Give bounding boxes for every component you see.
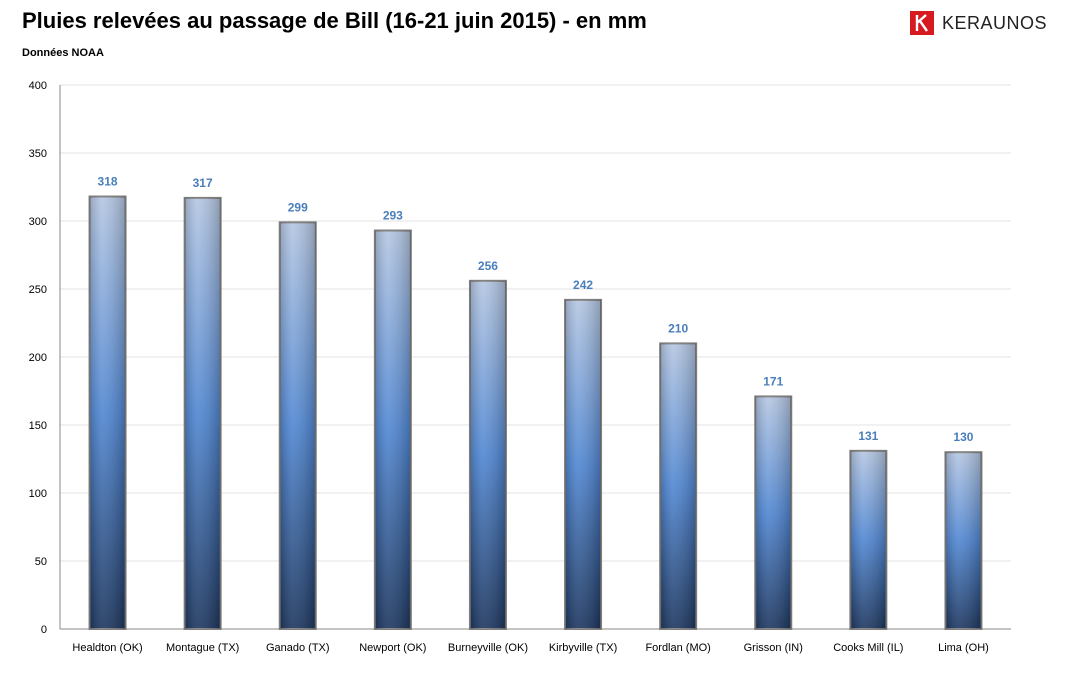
logo-text: KERAUNOS [942,12,1048,33]
y-tick-label: 0 [41,624,47,636]
y-tick-label: 250 [29,284,47,296]
data-label: 293 [383,209,403,223]
data-label: 318 [98,175,118,189]
bar-shading [945,452,982,629]
keraunos-logo: KERAUNOS [910,10,1047,36]
x-tick-label: Kirbyville (TX) [549,642,617,654]
data-label: 256 [478,259,498,273]
bar-shading [850,450,887,629]
bar-shading [89,196,126,629]
data-label: 242 [573,278,593,292]
x-tick-label: Grisson (IN) [744,642,803,654]
data-label: 210 [668,321,688,335]
x-tick-label: Burneyville (OK) [448,642,528,654]
bar-shading [374,230,411,629]
bar-shading [660,343,697,629]
labels: 0 50 100 150 200 250 300 350 400 318 Healdton (OK)… [29,80,989,654]
y-tick-label: 300 [29,216,47,228]
bar-shading [279,222,316,630]
data-label: 130 [953,430,973,444]
bar-shading [755,396,792,629]
chart-title: Pluies relevées au passage de Bill (16-2… [22,8,647,33]
data-label: 317 [193,176,213,190]
x-tick-label: Montague (TX) [166,642,239,654]
x-tick-label: Lima (OH) [938,642,989,654]
y-tick-label: 150 [29,420,47,432]
x-tick-label: Healdton (OK) [72,642,142,654]
x-tick-label: Cooks Mill (IL) [833,642,903,654]
x-tick-label: Newport (OK) [359,642,426,654]
y-tick-label: 100 [29,488,47,500]
keraunos-logo-icon [910,11,934,35]
chart-subtitle: Données NOAA [22,47,104,59]
y-tick-label: 400 [29,80,47,92]
y-tick-label: 200 [29,352,47,364]
y-tick-label: 350 [29,148,47,160]
bar-shading [184,197,221,629]
data-label: 131 [858,429,878,443]
data-label: 299 [288,200,308,214]
bar-shading [469,280,506,629]
bar-shading [565,299,602,629]
x-tick-label: Ganado (TX) [266,642,330,654]
y-tick-label: 50 [35,556,47,568]
bars [88,195,983,631]
data-label: 171 [763,374,783,388]
x-tick-label: Fordlan (MO) [645,642,710,654]
